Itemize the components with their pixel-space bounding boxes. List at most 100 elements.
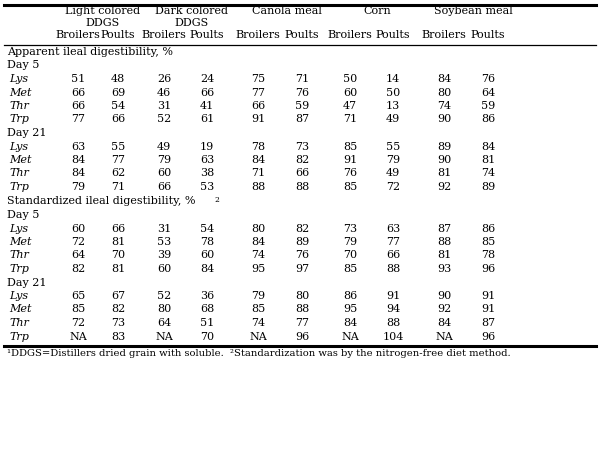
Text: 96: 96 bbox=[481, 264, 495, 274]
Text: 77: 77 bbox=[295, 318, 309, 328]
Text: 79: 79 bbox=[343, 237, 357, 247]
Text: 66: 66 bbox=[295, 168, 309, 179]
Text: 97: 97 bbox=[295, 264, 309, 274]
Text: 90: 90 bbox=[437, 114, 451, 125]
Text: 91: 91 bbox=[343, 155, 357, 165]
Text: 72: 72 bbox=[386, 182, 400, 192]
Text: 88: 88 bbox=[386, 318, 400, 328]
Text: 88: 88 bbox=[295, 182, 309, 192]
Text: Thr: Thr bbox=[9, 101, 29, 111]
Text: 59: 59 bbox=[481, 101, 495, 111]
Text: 77: 77 bbox=[71, 114, 85, 125]
Text: 88: 88 bbox=[251, 182, 265, 192]
Text: 62: 62 bbox=[111, 168, 125, 179]
Text: Met: Met bbox=[9, 237, 32, 247]
Text: 49: 49 bbox=[386, 114, 400, 125]
Text: Broilers: Broilers bbox=[328, 30, 373, 40]
Text: Corn: Corn bbox=[364, 6, 391, 16]
Text: 66: 66 bbox=[157, 182, 171, 192]
Text: 55: 55 bbox=[111, 141, 125, 152]
Text: Standardized ileal digestibility, %: Standardized ileal digestibility, % bbox=[7, 197, 196, 207]
Text: 91: 91 bbox=[251, 114, 265, 125]
Text: 63: 63 bbox=[200, 155, 214, 165]
Text: 14: 14 bbox=[386, 74, 400, 84]
Text: 47: 47 bbox=[343, 101, 357, 111]
Text: 52: 52 bbox=[157, 291, 171, 301]
Text: 60: 60 bbox=[343, 87, 357, 98]
Text: 78: 78 bbox=[481, 251, 495, 261]
Text: Broilers: Broilers bbox=[236, 30, 280, 40]
Text: 2: 2 bbox=[214, 195, 219, 203]
Text: Poults: Poults bbox=[376, 30, 410, 40]
Text: 69: 69 bbox=[111, 87, 125, 98]
Text: 85: 85 bbox=[343, 141, 357, 152]
Text: Canola meal: Canola meal bbox=[251, 6, 322, 16]
Text: NA: NA bbox=[155, 332, 173, 342]
Text: 60: 60 bbox=[71, 224, 85, 234]
Text: 76: 76 bbox=[295, 87, 309, 98]
Text: Dark colored: Dark colored bbox=[155, 6, 228, 16]
Text: Poults: Poults bbox=[101, 30, 136, 40]
Text: Lys: Lys bbox=[9, 291, 28, 301]
Text: 84: 84 bbox=[251, 155, 265, 165]
Text: 95: 95 bbox=[343, 305, 357, 315]
Text: DDGS: DDGS bbox=[85, 18, 119, 28]
Text: 82: 82 bbox=[295, 224, 309, 234]
Text: 31: 31 bbox=[157, 101, 171, 111]
Text: 86: 86 bbox=[481, 114, 495, 125]
Text: 19: 19 bbox=[200, 141, 214, 152]
Text: 83: 83 bbox=[111, 332, 125, 342]
Text: Broilers: Broilers bbox=[142, 30, 187, 40]
Text: 89: 89 bbox=[295, 237, 309, 247]
Text: 85: 85 bbox=[251, 305, 265, 315]
Text: 54: 54 bbox=[111, 101, 125, 111]
Text: 66: 66 bbox=[111, 224, 125, 234]
Text: 81: 81 bbox=[437, 168, 451, 179]
Text: 64: 64 bbox=[481, 87, 495, 98]
Text: 71: 71 bbox=[111, 182, 125, 192]
Text: Trp: Trp bbox=[9, 332, 29, 342]
Text: 88: 88 bbox=[295, 305, 309, 315]
Text: Light colored: Light colored bbox=[65, 6, 140, 16]
Text: Trp: Trp bbox=[9, 264, 29, 274]
Text: 84: 84 bbox=[251, 237, 265, 247]
Text: 66: 66 bbox=[200, 87, 214, 98]
Text: 59: 59 bbox=[295, 101, 309, 111]
Text: 70: 70 bbox=[200, 332, 214, 342]
Text: 74: 74 bbox=[481, 168, 495, 179]
Text: 96: 96 bbox=[481, 332, 495, 342]
Text: 93: 93 bbox=[437, 264, 451, 274]
Text: Met: Met bbox=[9, 87, 32, 98]
Text: 66: 66 bbox=[111, 114, 125, 125]
Text: 94: 94 bbox=[386, 305, 400, 315]
Text: 90: 90 bbox=[437, 155, 451, 165]
Text: 51: 51 bbox=[200, 318, 214, 328]
Text: 51: 51 bbox=[71, 74, 85, 84]
Text: 87: 87 bbox=[437, 224, 451, 234]
Text: 82: 82 bbox=[71, 264, 85, 274]
Text: 82: 82 bbox=[295, 155, 309, 165]
Text: Poults: Poults bbox=[470, 30, 505, 40]
Text: Day 5: Day 5 bbox=[7, 210, 40, 220]
Text: 88: 88 bbox=[386, 264, 400, 274]
Text: 76: 76 bbox=[343, 168, 357, 179]
Text: Poults: Poults bbox=[190, 30, 224, 40]
Text: 63: 63 bbox=[71, 141, 85, 152]
Text: 80: 80 bbox=[295, 291, 309, 301]
Text: Thr: Thr bbox=[9, 168, 29, 179]
Text: 65: 65 bbox=[71, 291, 85, 301]
Text: Trp: Trp bbox=[9, 182, 29, 192]
Text: 81: 81 bbox=[437, 251, 451, 261]
Text: Apparent ileal digestibility, %: Apparent ileal digestibility, % bbox=[7, 47, 173, 57]
Text: 79: 79 bbox=[157, 155, 171, 165]
Text: ¹DDGS=Distillers dried grain with soluble.  ²Standardization was by the nitrogen: ¹DDGS=Distillers dried grain with solubl… bbox=[7, 348, 511, 357]
Text: 75: 75 bbox=[251, 74, 265, 84]
Text: 78: 78 bbox=[200, 237, 214, 247]
Text: Broilers: Broilers bbox=[56, 30, 100, 40]
Text: 89: 89 bbox=[481, 182, 495, 192]
Text: 86: 86 bbox=[343, 291, 357, 301]
Text: Thr: Thr bbox=[9, 318, 29, 328]
Text: 84: 84 bbox=[71, 155, 85, 165]
Text: 84: 84 bbox=[200, 264, 214, 274]
Text: 80: 80 bbox=[157, 305, 171, 315]
